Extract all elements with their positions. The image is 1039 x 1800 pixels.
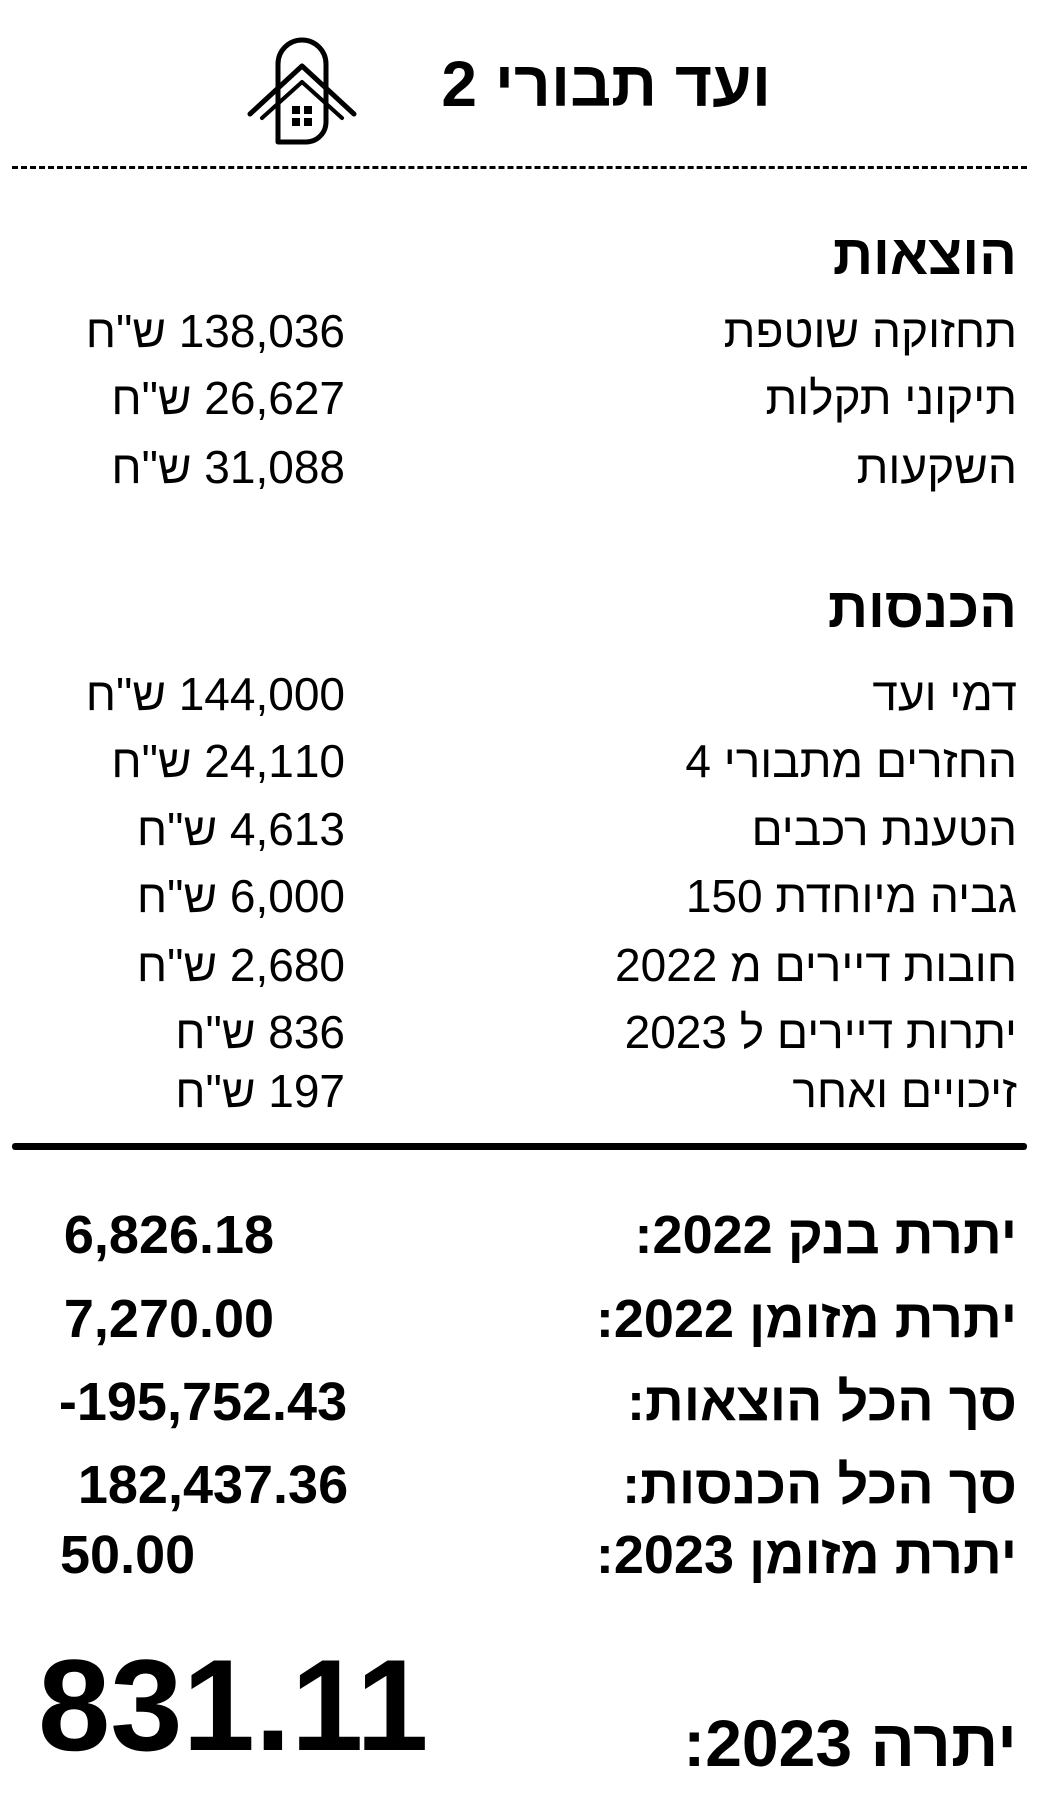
expenses-heading: הוצאות	[832, 223, 1017, 286]
page-title: ועד תבורי 2	[441, 48, 771, 120]
summary-value: 7,270.00	[63, 1289, 275, 1349]
summary-label: סך הכל הכנסות:	[622, 1455, 1017, 1515]
expense-amount: 138,036 ש"ח	[85, 305, 345, 357]
income-label: גביה מיוחדת 150	[685, 870, 1017, 922]
summary-label: יתרת מזומן 2022:	[595, 1289, 1017, 1349]
expense-label: תחזוקה שוטפת	[723, 305, 1017, 357]
final-balance-label: יתרה 2023:	[683, 1706, 1017, 1780]
expense-amount: 26,627 ש"ח	[111, 372, 345, 424]
dashed-divider	[12, 166, 1027, 169]
house-in-arch-icon	[247, 37, 357, 145]
income-label: החזרים מתבורי 4	[685, 735, 1017, 787]
income-amount: 6,000 ש"ח	[136, 870, 345, 922]
income-label: הטענת רכבים	[751, 803, 1017, 855]
solid-divider	[12, 1143, 1027, 1150]
income-label: דמי ועד	[872, 668, 1017, 720]
summary-value: 50.00	[60, 1525, 196, 1585]
expense-label: השקעות	[856, 441, 1017, 493]
expense-amount: 31,088 ש"ח	[111, 441, 345, 493]
summary-label: יתרת בנק 2022:	[634, 1205, 1017, 1265]
income-label: זיכויים ואחר	[792, 1065, 1017, 1117]
summary-label: סך הכל הוצאות:	[627, 1372, 1017, 1432]
income-heading: הכנסות	[827, 576, 1017, 639]
summary-value: 6,826.18	[63, 1205, 275, 1265]
summary-value: -195,752.43	[58, 1372, 348, 1432]
income-amount: 144,000 ש"ח	[85, 668, 345, 720]
income-amount: 836 ש"ח	[175, 1006, 345, 1058]
income-label: חובות דיירים מ 2022	[615, 939, 1017, 991]
income-amount: 24,110 ש"ח	[111, 735, 345, 787]
income-amount: 4,613 ש"ח	[136, 803, 345, 855]
income-amount: 197 ש"ח	[175, 1065, 345, 1117]
expense-label: תיקוני תקלות	[765, 372, 1017, 424]
summary-label: יתרת מזומן 2023:	[595, 1525, 1017, 1585]
summary-value: 182,437.36	[77, 1455, 349, 1515]
income-label: יתרות דיירים ל 2023	[624, 1006, 1017, 1058]
income-amount: 2,680 ש"ח	[136, 939, 345, 991]
final-balance-value: 831.11	[38, 1632, 429, 1778]
